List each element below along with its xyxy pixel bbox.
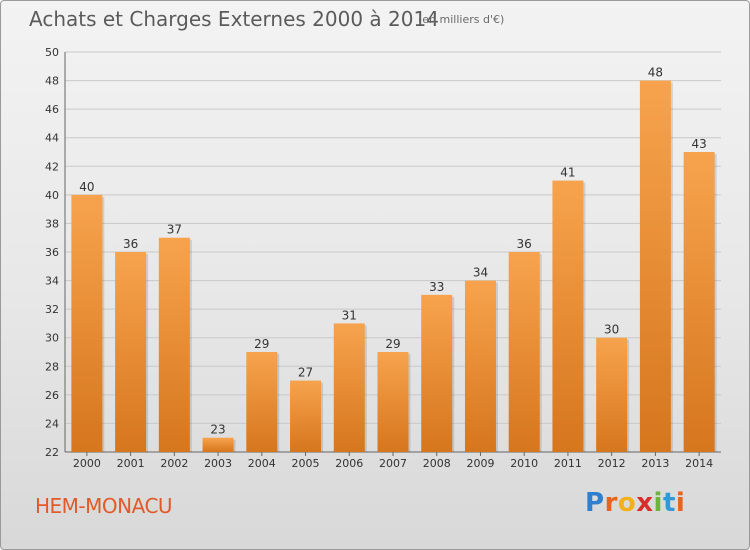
bar-2001 [115,252,147,452]
y-tick-label: 40 [45,189,59,202]
x-tick-label: 2003 [204,457,232,470]
logo-letter: x [636,488,654,518]
data-label: 23 [210,423,225,437]
logo-letter: P [585,488,605,518]
data-label: 33 [429,280,444,294]
y-tick-label: 34 [45,275,59,288]
x-tick-label: 2002 [160,457,188,470]
y-tick-label: 50 [45,46,59,59]
y-tick-label: 32 [45,303,59,316]
bar-2011 [552,180,584,453]
logo-letter: t [662,488,676,518]
bar-2004 [246,352,278,452]
bar-2009 [464,280,496,452]
data-label: 29 [254,337,269,351]
data-label: 29 [385,337,400,351]
data-label: 36 [123,237,138,251]
y-tick-label: 28 [45,360,59,373]
axes: 22 24 26 28 30 32 34 36 38 40 42 44 46 48 50 2000 2001 20… [45,46,721,470]
y-tick-label: 26 [45,389,59,402]
y-tick-label: 48 [45,75,59,88]
x-tick-label: 2009 [466,457,494,470]
data-label: 48 [648,66,663,80]
x-tick-label: 2005 [292,457,320,470]
x-tick-label: 2014 [685,457,713,470]
data-label: 30 [604,323,619,337]
chart-subtitle: (en milliers d'€) [418,13,505,26]
data-label: 37 [167,223,182,237]
bar-2014 [683,152,715,452]
bar-2000 [71,194,103,452]
logo-letter: r [604,488,618,518]
data-label: 36 [517,237,532,251]
x-tick-label: 2010 [510,457,538,470]
chart-title: Achats et Charges Externes 2000 à 2014 [29,7,439,31]
x-tick-label: 2008 [423,457,451,470]
bar-2010 [508,252,540,452]
bar-2003 [202,437,234,452]
data-label: 41 [560,166,575,180]
logo-letter: o [617,488,637,518]
x-tick-label: 2004 [248,457,276,470]
bar-2007 [377,352,409,452]
y-tick-label: 44 [45,132,59,145]
logo-letter: i [675,488,686,518]
bar-2013 [639,80,671,453]
x-tick-label: 2007 [379,457,407,470]
data-label: 31 [342,308,357,322]
y-tick-label: 24 [45,417,59,430]
y-tick-label: 22 [45,446,59,459]
bars [71,80,717,453]
bar-2002 [158,237,190,452]
y-tick-label: 30 [45,332,59,345]
commune-name: HEM-MONACU [35,494,173,518]
proxiti-logo: Proxiti [585,488,685,518]
data-label: 43 [691,137,706,151]
bar-chart: 22 24 26 28 30 32 34 36 38 40 42 44 46 48 50 2000 2001 20… [45,46,721,470]
x-tick-label: 2001 [117,457,145,470]
bar-2005 [290,380,322,452]
bar-2006 [333,323,365,452]
x-tick-label: 2000 [73,457,101,470]
data-label: 40 [79,180,94,194]
y-tick-label: 38 [45,217,59,230]
x-tick-label: 2012 [598,457,626,470]
y-tick-label: 36 [45,246,59,259]
bar-2012 [596,337,628,452]
value-labels: 40 36 37 23 29 27 31 29 33 34 36 41 30 48 43 [79,66,707,437]
x-tick-label: 2006 [335,457,363,470]
data-label: 27 [298,366,313,380]
x-tick-label: 2011 [554,457,582,470]
y-tick-label: 42 [45,160,59,173]
data-label: 34 [473,266,488,280]
x-tick-label: 2013 [641,457,669,470]
bar-2008 [421,294,453,452]
y-tick-label: 46 [45,103,59,116]
logo-letter: i [653,488,663,518]
